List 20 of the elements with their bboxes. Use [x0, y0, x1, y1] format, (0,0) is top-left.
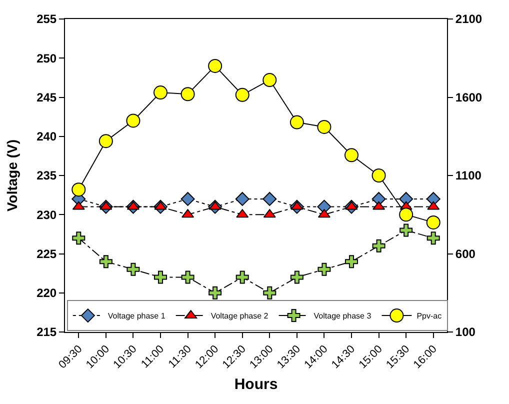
y2-tick-label: 2100	[455, 12, 482, 26]
y-tick-label: 225	[36, 246, 57, 261]
y-tick-label: 230	[36, 208, 57, 222]
y-tick-label: 235	[36, 168, 57, 183]
legend-label: Voltage phase 1	[108, 312, 166, 321]
y-tick-label: 215	[36, 325, 57, 340]
y-axis-title: Voltage (V)	[4, 139, 20, 212]
legend-label: Voltage phase 2	[210, 312, 269, 321]
y2-tick-label: 600	[455, 246, 476, 261]
y2-tick-label: 1600	[455, 90, 482, 104]
y-tick-label: 250	[36, 51, 57, 66]
y-tick-label: 240	[36, 130, 57, 144]
x-axis-title: Hours	[234, 376, 278, 394]
legend-label: Ppv-ac	[416, 312, 442, 321]
y2-tick-label: 1100	[455, 168, 482, 183]
y-tick-label: 255	[36, 12, 57, 26]
y2-tick-label: 100	[455, 325, 476, 340]
y-tick-label: 220	[36, 286, 57, 300]
y-tick-label: 245	[36, 90, 57, 104]
legend-label: Voltage phase 3	[314, 312, 372, 321]
